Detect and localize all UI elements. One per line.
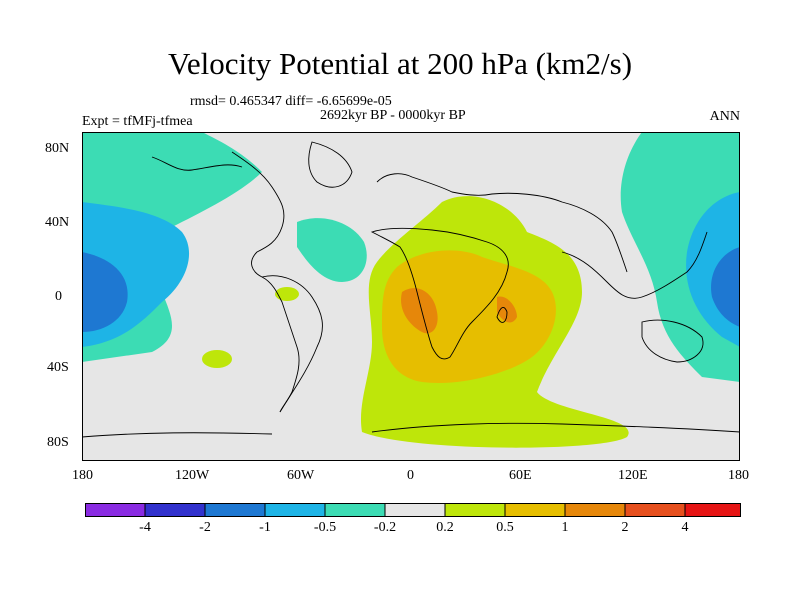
coastlines: [82, 141, 740, 438]
west-pacific-contour-strong: [82, 252, 128, 332]
south-america-blob: [275, 287, 299, 301]
colorbar-bin-2: [205, 503, 265, 517]
x-tick-120e: 120E: [618, 468, 648, 483]
x-tick-60e: 60E: [509, 468, 532, 483]
colorbar-bin-0: [85, 503, 145, 517]
south-pacific-blob: [202, 350, 232, 368]
colorbar-label-2: 2: [621, 520, 629, 535]
colorbar-label--0.2: -0.2: [373, 520, 397, 535]
colorbar-bin-3: [265, 503, 325, 517]
y-tick-80s: 80S: [47, 435, 69, 450]
x-tick-180e: 180: [728, 468, 749, 483]
x-tick-180w: 180: [72, 468, 93, 483]
colorbar-label--0.5: -0.5: [313, 520, 337, 535]
colorbar-bin-10: [685, 503, 741, 517]
period-text: 2692kyr BP - 0000kyr BP: [320, 108, 466, 123]
north-atlantic-contour: [297, 218, 367, 282]
colorbar-label--2: -2: [199, 520, 211, 535]
colorbar-bin-8: [565, 503, 625, 517]
colorbar-bin-6: [445, 503, 505, 517]
colorbar-label-4: 4: [681, 520, 689, 535]
plot-title: Velocity Potential at 200 hPa (km2/s): [167, 46, 633, 81]
colorbar: [85, 503, 741, 517]
colorbar-label--4: -4: [139, 520, 151, 535]
africa-contour-mid: [382, 250, 556, 383]
colorbar-label-0.2: 0.2: [436, 520, 454, 535]
velocity-potential-map: [82, 132, 740, 461]
colorbar-label-1: 1: [561, 520, 569, 535]
colorbar-label-0.5: 0.5: [496, 520, 514, 535]
colorbar-bin-7: [505, 503, 565, 517]
africa-contour-strong-east: [497, 296, 517, 323]
east-pacific-contour-strong: [711, 247, 740, 327]
colorbar-bin-5: [385, 503, 445, 517]
colorbar-bin-4: [325, 503, 385, 517]
season-label: ANN: [709, 109, 740, 124]
map-panel: 180 120W 60W 0 60E 120E 180 80N 40N 0 40…: [45, 132, 749, 483]
africa-contour-strong-west: [401, 288, 438, 334]
colorbar-label--1: -1: [259, 520, 271, 535]
colorbar-bin-1: [145, 503, 205, 517]
rmsd-text: rmsd= 0.465347 diff= -6.65699e-05: [190, 94, 392, 109]
colorbar-bin-9: [625, 503, 685, 517]
y-tick-0: 0: [55, 289, 62, 304]
y-tick-40n: 40N: [45, 215, 70, 230]
x-tick-0: 0: [407, 468, 414, 483]
map-frame: [82, 132, 740, 461]
y-tick-40s: 40S: [47, 360, 69, 375]
y-tick-80n: 80N: [45, 141, 70, 156]
x-tick-60w: 60W: [287, 468, 315, 483]
x-tick-120w: 120W: [175, 468, 210, 483]
experiment-label: Expt = tfMFj-tfmea: [82, 114, 193, 129]
